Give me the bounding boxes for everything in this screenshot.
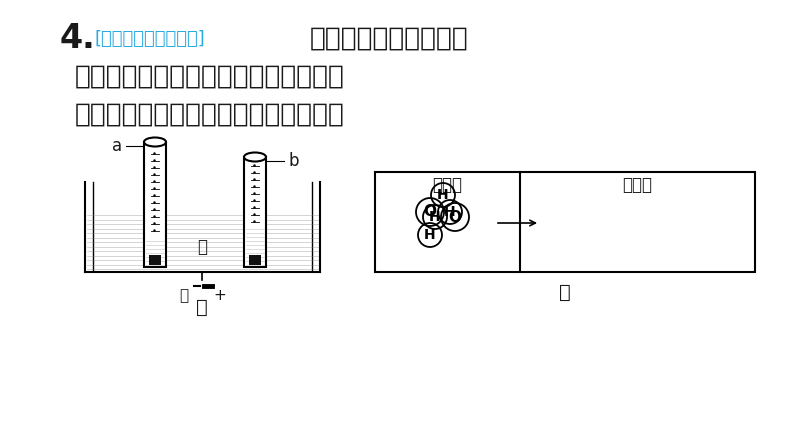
Bar	[375, 172, 755, 272]
Text: 乙: 乙	[559, 283, 571, 301]
Text: H: H	[430, 210, 441, 224]
Text: －: －	[179, 288, 188, 304]
Text: 反应前: 反应前	[433, 176, 462, 194]
Text: H: H	[444, 205, 456, 219]
Text: 甲: 甲	[196, 298, 208, 316]
Bar	[249, 255, 261, 265]
Bar	[244, 157, 266, 267]
Text: H: H	[424, 228, 436, 242]
Text: 式。根据电解水实验，回答下列问题。: 式。根据电解水实验，回答下列问题。	[75, 102, 345, 128]
Text: +: +	[214, 288, 226, 304]
Text: O: O	[423, 204, 437, 219]
Text: 水: 水	[197, 238, 207, 256]
Bar	[144, 142, 166, 267]
Text: b: b	[288, 152, 299, 170]
Text: 4.: 4.	[60, 22, 96, 55]
Text: O: O	[449, 210, 461, 224]
Text: [宏观辨识与微观探析]: [宏观辨识与微观探析]	[95, 30, 206, 48]
Text: 反应后: 反应后	[622, 176, 653, 194]
Ellipse shape	[144, 138, 166, 147]
Text: a: a	[112, 137, 122, 155]
Text: H: H	[437, 188, 449, 202]
Ellipse shape	[244, 152, 266, 161]
Text: 在宏观、微观、符号和: 在宏观、微观、符号和	[310, 26, 468, 52]
Bar	[149, 255, 161, 265]
Text: 模型之间建立联系是化学特有的思维方: 模型之间建立联系是化学特有的思维方	[75, 64, 345, 90]
